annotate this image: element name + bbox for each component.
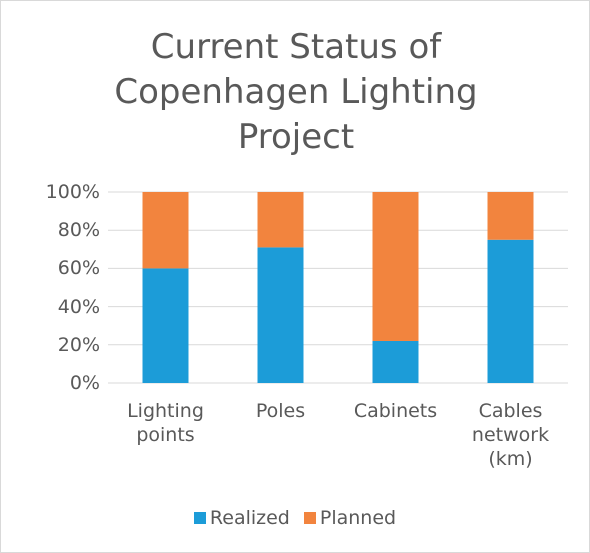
x-tick-label: Poles bbox=[255, 400, 306, 422]
legend-swatch bbox=[303, 512, 316, 524]
bar-segment bbox=[257, 192, 304, 248]
x-tick-label: Cables network (km) bbox=[471, 400, 550, 470]
x-tick-label: Lighting points bbox=[127, 400, 204, 446]
bar-segment bbox=[487, 192, 534, 240]
bar-segment bbox=[372, 192, 419, 341]
y-tick-label: 0% bbox=[69, 372, 100, 394]
legend-label: Planned bbox=[319, 507, 397, 529]
y-tick-label: 20% bbox=[57, 333, 100, 356]
legend-label: Realized bbox=[209, 507, 290, 529]
bar-segment bbox=[142, 192, 189, 269]
y-tick-label: 40% bbox=[57, 295, 100, 318]
legend-item: Realized bbox=[193, 507, 290, 529]
legend: Realized Planned bbox=[1, 507, 589, 529]
y-tick-label: 100% bbox=[45, 181, 100, 203]
y-tick-label: 80% bbox=[57, 219, 100, 242]
legend-item: Planned bbox=[303, 507, 397, 529]
bar-segment bbox=[257, 247, 304, 383]
bar-segment bbox=[142, 268, 189, 383]
x-tick-label: Cabinets bbox=[353, 400, 438, 422]
legend-swatch bbox=[193, 512, 206, 524]
bar-segment bbox=[372, 340, 419, 383]
bar-segment bbox=[487, 239, 534, 383]
y-tick-label: 60% bbox=[57, 257, 100, 280]
chart-title: Current Status of Copenhagen Lighting Pr… bbox=[114, 27, 478, 157]
